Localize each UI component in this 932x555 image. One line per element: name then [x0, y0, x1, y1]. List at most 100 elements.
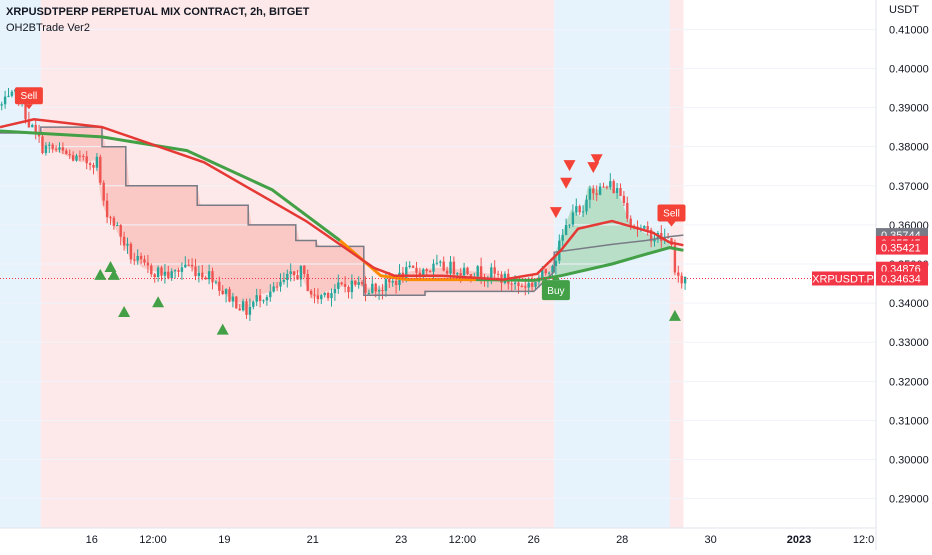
- candle-body: [683, 276, 687, 284]
- y-axis-label: USDT: [889, 4, 919, 16]
- candle-body: [337, 282, 340, 290]
- candle-body: [428, 271, 432, 273]
- candle-body: [595, 193, 598, 195]
- buy-arrow-icon[interactable]: [152, 296, 165, 308]
- x-tick-label: 19: [218, 534, 230, 546]
- candle-body: [180, 267, 184, 272]
- candle-body: [160, 267, 163, 276]
- candle-body: [459, 273, 462, 276]
- candle-body: [133, 259, 136, 261]
- sell-label-pointer: [667, 221, 676, 227]
- candle-body: [323, 292, 326, 296]
- candle-body: [405, 267, 408, 281]
- buy-label-text: Buy: [547, 286, 564, 297]
- candle-body: [85, 156, 88, 164]
- candle-body: [82, 156, 85, 158]
- candle-body: [197, 272, 201, 277]
- candle-body: [252, 301, 255, 307]
- symbol-badge: XRPUSDT.P: [812, 271, 874, 286]
- x-tick-label: 12:0: [853, 534, 874, 546]
- candle-body: [568, 224, 571, 226]
- sell-signal-label[interactable]: Sell: [14, 87, 43, 110]
- candle-body: [150, 265, 153, 275]
- buy-arrow-icon[interactable]: [107, 268, 120, 280]
- candle-body: [432, 263, 435, 272]
- candle-body: [479, 266, 483, 278]
- candle-body: [547, 272, 551, 274]
- candle-body: [354, 280, 357, 285]
- candle-body: [95, 156, 99, 168]
- y-tick-label: 0.29000: [889, 494, 929, 506]
- candle-body: [316, 295, 320, 300]
- candle-body: [673, 245, 677, 273]
- candle-body: [245, 301, 248, 315]
- candle-body: [575, 206, 578, 213]
- candle-body: [279, 281, 282, 287]
- sell-arrow-icon[interactable]: [549, 207, 562, 219]
- candle-body: [27, 119, 31, 128]
- candle-body: [146, 262, 150, 266]
- candle-body: [10, 91, 14, 96]
- sell-label-box: [14, 87, 43, 105]
- candle-body: [602, 186, 605, 188]
- sell-label-text: Sell: [21, 91, 38, 102]
- candle-body: [116, 225, 119, 227]
- candle-body: [561, 235, 564, 241]
- sell-arrow-icon[interactable]: [560, 177, 573, 189]
- candle-body: [177, 270, 180, 272]
- sell-arrow-icon[interactable]: [587, 162, 600, 174]
- candle-body: [272, 286, 275, 292]
- buy-arrow-icon[interactable]: [216, 323, 229, 335]
- candle-body: [119, 225, 122, 237]
- candle-body: [3, 96, 7, 105]
- candle-body: [360, 282, 364, 284]
- candle-body: [524, 286, 527, 288]
- buy-signal-label[interactable]: Buy: [541, 275, 570, 301]
- candle-body: [24, 97, 27, 120]
- candle-body: [517, 282, 520, 286]
- candle-body: [61, 147, 65, 151]
- candle-body: [452, 261, 456, 275]
- candle-body: [228, 289, 231, 302]
- candle-body: [466, 267, 469, 275]
- candle-body: [394, 280, 398, 286]
- buy-arrow-icon[interactable]: [94, 268, 107, 280]
- sell-arrow-icon[interactable]: [563, 160, 576, 172]
- candle-body: [646, 226, 649, 230]
- price-badge-value: 0.34634: [881, 273, 921, 285]
- candle-body: [653, 238, 656, 242]
- buy-arrow-icon[interactable]: [118, 305, 131, 317]
- candle-body: [275, 286, 279, 288]
- candle-body: [445, 270, 449, 274]
- candle-body: [619, 188, 622, 196]
- buy-arrow-icon[interactable]: [104, 261, 117, 272]
- candle-body: [541, 268, 544, 278]
- buy-arrow-icon[interactable]: [668, 309, 681, 321]
- y-tick-label: 0.32000: [889, 376, 929, 388]
- y-tick-label: 0.37000: [889, 181, 929, 193]
- candle-body: [626, 202, 629, 219]
- candle-body: [221, 290, 224, 294]
- candle-body: [299, 265, 303, 280]
- candle-body: [615, 188, 619, 193]
- candle-body: [269, 291, 272, 298]
- y-tick-label: 0.38000: [889, 142, 929, 154]
- candle-body: [68, 153, 71, 156]
- candle-body: [109, 217, 112, 219]
- candle-body: [211, 271, 214, 283]
- candle-body: [377, 289, 381, 292]
- candle-body: [31, 124, 34, 128]
- candle-body: [333, 289, 337, 294]
- candle-body: [255, 295, 258, 302]
- x-tick-label: 28: [616, 534, 628, 546]
- candle-body: [551, 266, 554, 273]
- candle-body: [408, 265, 411, 268]
- candle-body: [201, 272, 204, 278]
- sell-signal-label[interactable]: Sell: [657, 204, 686, 227]
- candle-body: [326, 292, 330, 299]
- candle-body: [190, 264, 194, 267]
- candle-body: [105, 200, 109, 218]
- candle-body: [609, 181, 612, 188]
- sell-arrow-icon[interactable]: [590, 154, 603, 166]
